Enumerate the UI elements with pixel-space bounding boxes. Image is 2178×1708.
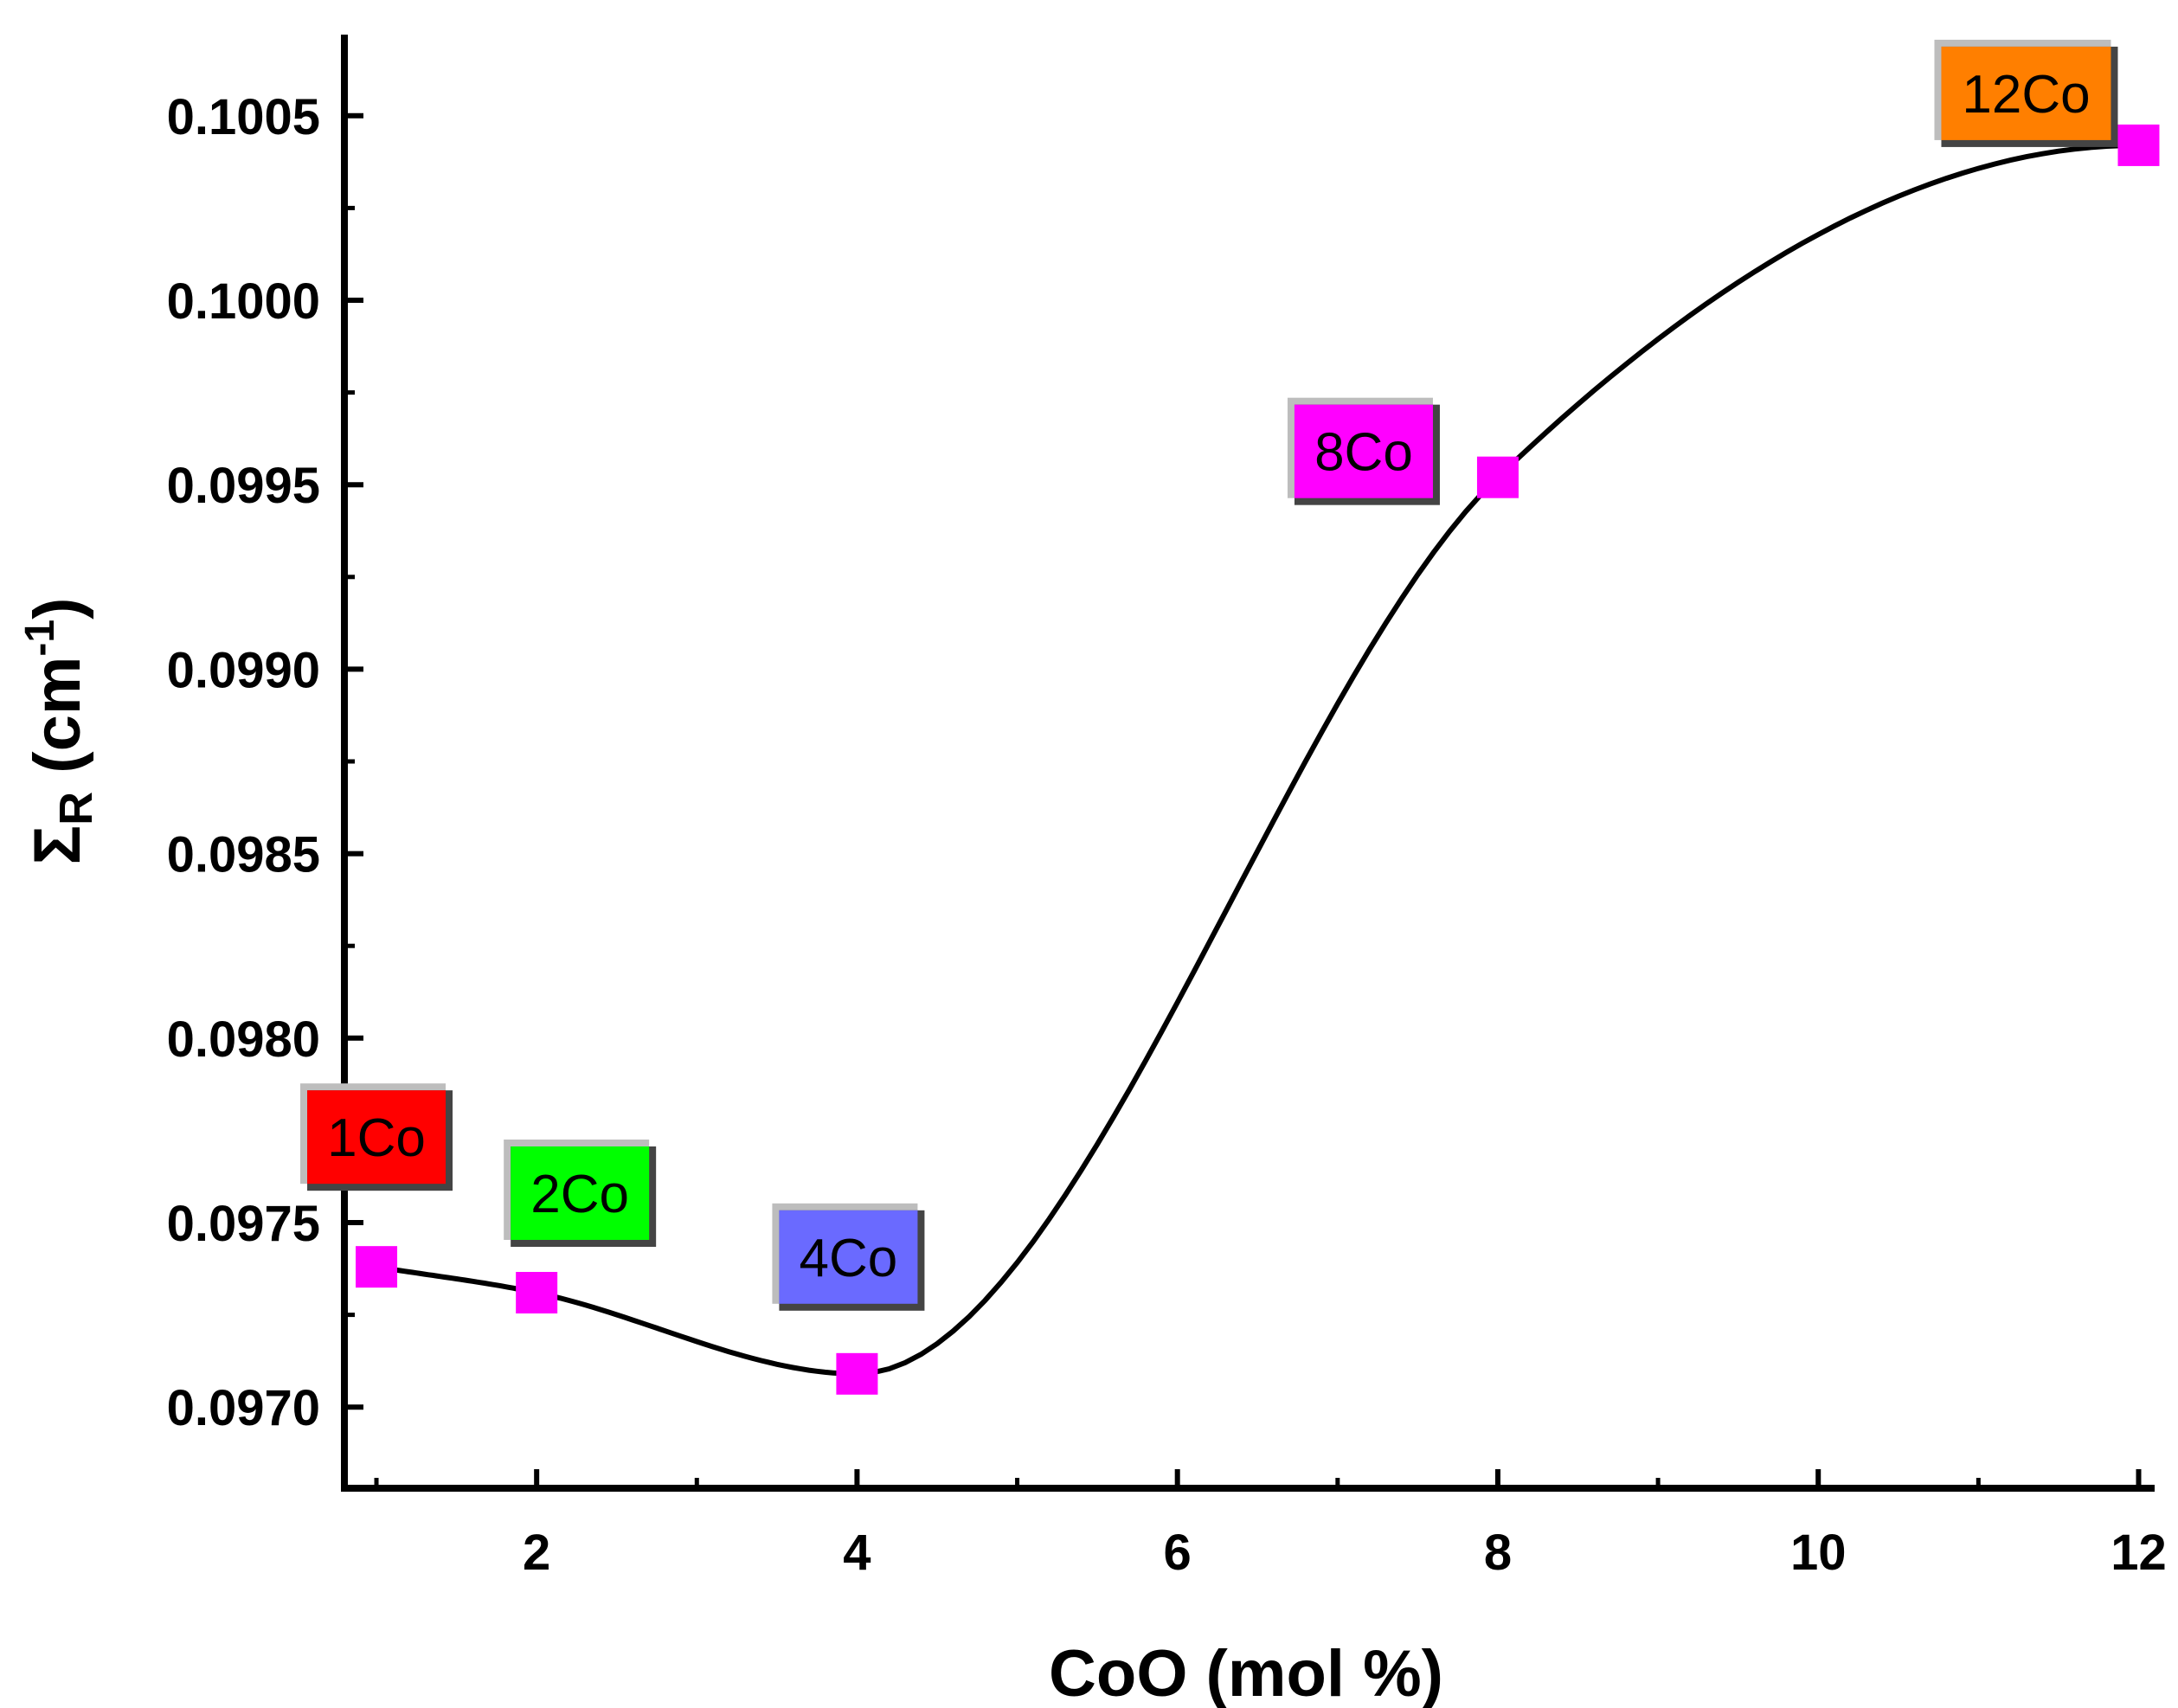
axes <box>341 35 2155 1492</box>
x-axis-ticks: 2 4 6 8 10 12 <box>374 1469 2167 1581</box>
y-axis-symbol: Σ <box>21 825 94 865</box>
x-tick-label: 2 <box>523 1525 550 1581</box>
data-markers <box>356 124 2160 1395</box>
y-axis-subscript: R <box>50 792 102 825</box>
y-tick-label: 0.0990 <box>167 642 320 698</box>
y-tick-label: 0.0970 <box>167 1380 320 1436</box>
sample-label-text: 2Co <box>530 1165 629 1224</box>
y-tick-label: 0.0995 <box>167 458 320 514</box>
sample-label-text: 1Co <box>327 1108 426 1168</box>
x-tick-label: 6 <box>1164 1525 1192 1581</box>
sample-label-box <box>307 1090 447 1185</box>
sample-label-box <box>511 1146 650 1241</box>
x-tick-label: 8 <box>1484 1525 1512 1581</box>
sample-label-box <box>779 1210 918 1304</box>
data-point-marker <box>1476 456 1519 498</box>
sample-label-4co: 4Co <box>772 1203 925 1311</box>
sample-label-text: 4Co <box>800 1229 898 1288</box>
y-tick-label: 0.0975 <box>167 1196 320 1252</box>
data-point-marker <box>836 1352 878 1395</box>
sample-label-12co: 12Co <box>1934 39 2118 147</box>
y-tick-label: 0.0980 <box>167 1011 320 1068</box>
x-tick-label: 10 <box>1790 1525 1847 1581</box>
y-axis-title: ΣR (cm-1) <box>17 598 102 865</box>
sample-label-2co: 2Co <box>504 1140 657 1248</box>
x-tick-label: 12 <box>2111 1525 2167 1581</box>
data-point-marker <box>516 1272 558 1314</box>
sample-label-box <box>1941 46 2111 140</box>
sample-label-text: 8Co <box>1314 423 1413 483</box>
y-axis-ticks: 0.0970 0.0975 0.0980 0.0985 0.0990 0.0995 0.10… <box>167 89 363 1436</box>
y-tick-label: 0.0985 <box>167 827 320 883</box>
data-point-marker <box>2117 124 2160 166</box>
sample-label-1co: 1Co <box>300 1083 453 1191</box>
y-axis-superscript: -1 <box>17 620 63 657</box>
sample-label-box <box>1294 404 1433 498</box>
x-tick-label: 4 <box>843 1525 871 1581</box>
x-axis-title: CoO (mol %) <box>1049 1637 1443 1708</box>
y-tick-label: 0.1000 <box>167 273 320 330</box>
sample-label-text: 12Co <box>1962 65 2090 125</box>
y-axis-unit-open: (cm <box>21 657 94 792</box>
y-axis-unit-close: ) <box>21 598 94 620</box>
sample-label-8co: 8Co <box>1287 397 1440 505</box>
y-tick-label: 0.1005 <box>167 89 320 145</box>
data-point-marker <box>356 1246 398 1288</box>
sample-labels: 1Co 2Co 4Co 8Co 12Co <box>300 39 2118 1311</box>
